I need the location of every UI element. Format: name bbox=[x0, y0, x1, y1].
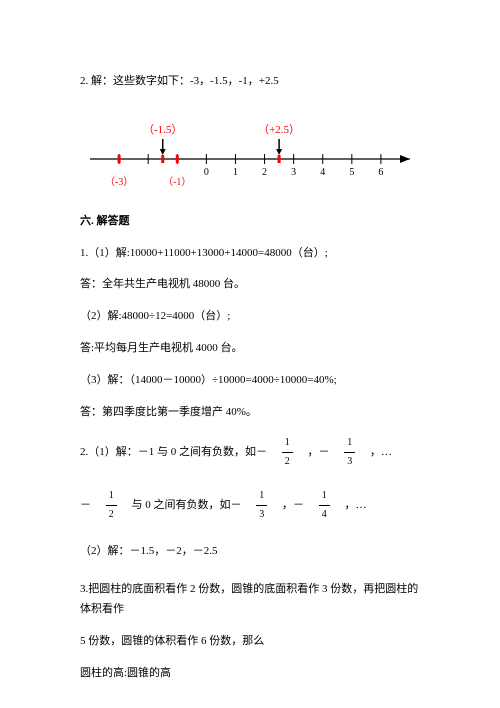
q1-1-solution: 1.（1）解:10000+11000+13000+14000=48000（台）; bbox=[80, 244, 420, 264]
svg-text:2: 2 bbox=[262, 167, 267, 178]
svg-text:5: 5 bbox=[349, 167, 354, 178]
svg-text:3: 3 bbox=[291, 167, 296, 178]
q3-line1: 3.把圆柱的底面积看作 2 份数，圆锥的底面积看作 3 份数，再把圆柱的体积看作 bbox=[80, 580, 420, 620]
svg-text:（-3）: （-3） bbox=[105, 176, 133, 188]
q1-2-solution: （2）解:48000÷12=4000（台）; bbox=[80, 307, 420, 327]
q2-1-mid2: ，－ bbox=[282, 499, 304, 511]
q2-1-text-a: 2.（1）解：－1 与 0 之间有负数，如－ bbox=[80, 446, 267, 458]
q2-1-line2: － 12 与 0 之间有负数，如－ 13 ，－ 14 ，… bbox=[80, 487, 420, 524]
svg-text:6: 6 bbox=[378, 167, 383, 178]
q2-1-text-b: 与 0 之间有负数，如－ bbox=[132, 499, 242, 511]
q1-3-answer: 答：第四季度比第一季度增产 40%。 bbox=[80, 403, 420, 423]
problem2-intro: 2. 解：这些数字如下：-3，-1.5，-1，+2.5 bbox=[80, 72, 420, 92]
fraction-1-3: 13 bbox=[344, 434, 355, 471]
svg-text:1: 1 bbox=[233, 167, 238, 178]
svg-text:（-1.5）: （-1.5） bbox=[143, 123, 182, 136]
q1-2-answer: 答:平均每月生产电视机 4000 台。 bbox=[80, 339, 420, 359]
q2-1-tail1: ，… bbox=[370, 446, 392, 458]
section-6-title: 六. 解答题 bbox=[80, 212, 420, 232]
svg-text:（+2.5）: （+2.5） bbox=[258, 123, 300, 136]
q1-3-solution: （3）解：（14000－10000）÷10000=4000÷10000=40%; bbox=[80, 371, 420, 391]
q2-2-solution: （2）解：－1.5，－2，－2.5 bbox=[80, 542, 420, 562]
q1-1-answer: 答：全年共生产电视机 48000 台。 bbox=[80, 275, 420, 295]
fraction-1-3-b: 13 bbox=[256, 487, 267, 524]
fraction-1-4: 14 bbox=[319, 487, 330, 524]
q3-line3: 圆柱的高:圆锥的高 bbox=[80, 664, 420, 684]
number-line-figure: 0 1 2 3 4 5 6 （-3） （-1.5） （-1） （+2.5） bbox=[80, 104, 420, 194]
fraction-1-2: 12 bbox=[282, 434, 293, 471]
fraction-1-2-b: 12 bbox=[106, 487, 117, 524]
q3-line2: 5 份数，圆锥的体积看作 6 份数，那么 bbox=[80, 632, 420, 652]
q2-1-line1: 2.（1）解：－1 与 0 之间有负数，如－ 12 ，－ 13 ，… bbox=[80, 434, 420, 471]
q2-1-mid1: ，－ bbox=[308, 446, 330, 458]
q2-1-tail2: ，… bbox=[345, 499, 367, 511]
svg-text:4: 4 bbox=[320, 167, 325, 178]
svg-text:0: 0 bbox=[204, 167, 209, 178]
svg-text:（-1）: （-1） bbox=[163, 176, 191, 188]
q2-1-text-neg: － bbox=[80, 499, 91, 511]
